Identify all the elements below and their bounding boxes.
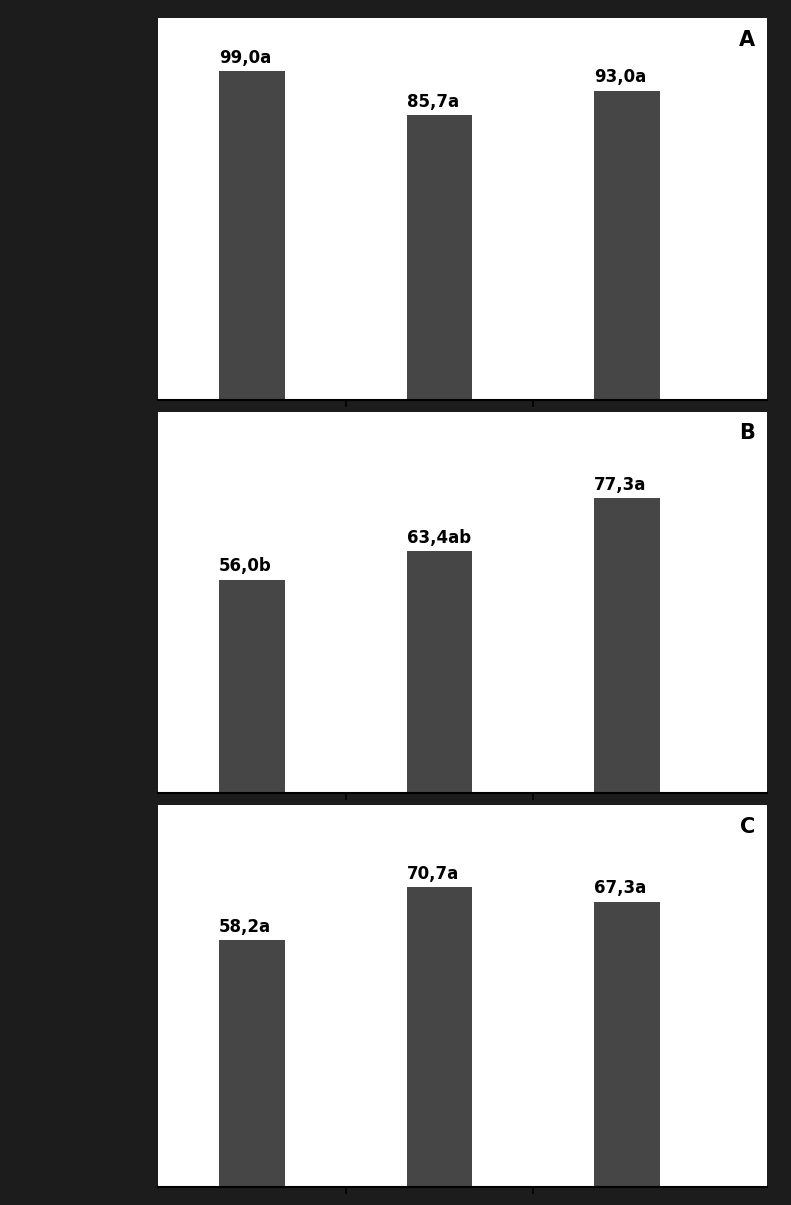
Bar — [594, 92, 660, 400]
Bar — [594, 499, 660, 793]
Text: C: C — [740, 817, 755, 836]
Bar — [407, 552, 472, 793]
Text: 63,4ab: 63,4ab — [407, 529, 471, 547]
Text: 70,7a: 70,7a — [407, 865, 459, 882]
Bar — [407, 887, 472, 1187]
Bar — [594, 901, 660, 1187]
Text: 85,7a: 85,7a — [407, 93, 459, 111]
Text: 67,3a: 67,3a — [594, 878, 646, 897]
Text: 56,0b: 56,0b — [219, 557, 272, 575]
Bar — [219, 580, 285, 793]
Text: 93,0a: 93,0a — [594, 69, 646, 87]
Text: 58,2a: 58,2a — [219, 917, 271, 935]
Text: A: A — [739, 30, 755, 49]
Bar — [219, 940, 285, 1187]
Text: B: B — [740, 423, 755, 443]
Text: 77,3a: 77,3a — [594, 476, 646, 494]
Bar — [219, 71, 285, 400]
Text: 99,0a: 99,0a — [219, 48, 271, 66]
Bar — [407, 116, 472, 400]
